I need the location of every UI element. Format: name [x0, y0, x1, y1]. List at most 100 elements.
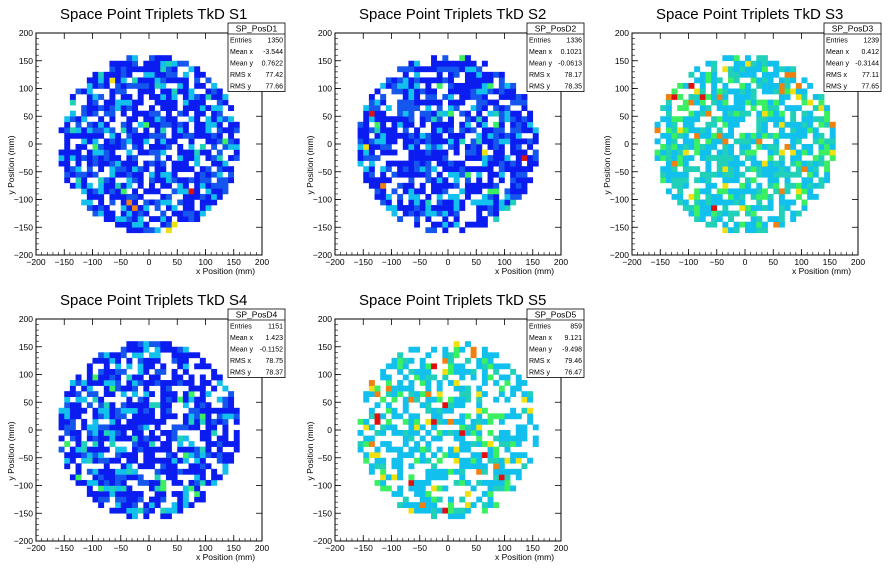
heatmap-bin — [493, 210, 500, 217]
heatmap-bin — [149, 66, 155, 73]
heatmap-bin — [69, 413, 76, 420]
stats-name: SP_PosD4 — [236, 310, 278, 320]
heatmap-bin — [374, 457, 381, 464]
heatmap-bin — [182, 160, 189, 167]
heatmap-bin — [86, 374, 93, 381]
heatmap-bin — [790, 132, 797, 139]
heatmap-bin — [419, 491, 426, 497]
heatmap-bin — [515, 177, 522, 184]
heatmap-bin — [728, 149, 734, 156]
heatmap-bin — [58, 446, 65, 453]
heatmap-bin — [745, 88, 751, 95]
heatmap-bin — [733, 166, 740, 173]
heatmap-bin — [436, 155, 443, 161]
heatmap-bin — [380, 457, 387, 464]
heatmap-bin — [682, 121, 689, 128]
heatmap-bin — [160, 496, 167, 503]
heatmap-bin — [188, 210, 195, 217]
heatmap-bin — [75, 430, 82, 436]
heatmap-bin — [448, 363, 454, 370]
y-tick-label: 200 — [19, 314, 33, 324]
heatmap-bin — [132, 452, 138, 459]
heatmap-bin — [154, 199, 161, 206]
heatmap-bin — [750, 60, 757, 67]
heatmap-bin — [374, 132, 381, 139]
heatmap-bin — [464, 166, 471, 173]
heatmap-bin — [182, 99, 189, 106]
heatmap-bin — [75, 182, 82, 189]
heatmap-bin — [660, 177, 667, 184]
heatmap-bin — [705, 105, 712, 111]
y-axis-label: y Position (mm) — [6, 135, 16, 194]
heatmap-bin — [671, 121, 678, 128]
heatmap-bin — [408, 105, 415, 111]
x-tick-label: 150 — [526, 257, 540, 267]
heatmap-bin — [92, 193, 99, 200]
heatmap-bin — [120, 71, 127, 78]
heatmap-bin — [126, 496, 133, 503]
heatmap-bin — [464, 171, 471, 178]
heatmap-bin — [521, 127, 528, 134]
heatmap-bin — [194, 352, 201, 359]
heatmap-bin — [767, 71, 774, 78]
heatmap-bin — [64, 430, 71, 436]
heatmap-bin — [149, 374, 155, 381]
heatmap-bin — [86, 138, 93, 145]
heatmap-bin — [81, 88, 88, 95]
heatmap-bin — [177, 374, 184, 381]
heatmap-bin — [385, 149, 392, 156]
heatmap-bin — [75, 380, 82, 386]
heatmap-bin — [688, 155, 695, 161]
heatmap-bin — [487, 446, 494, 453]
heatmap-bin — [64, 402, 71, 409]
heatmap-bin — [216, 88, 223, 95]
heatmap-bin — [171, 413, 178, 420]
heatmap-bin — [453, 160, 460, 167]
heatmap-bin — [493, 463, 500, 470]
heatmap-bin — [165, 457, 172, 464]
heatmap-bin — [126, 221, 133, 228]
heatmap-bin — [154, 374, 161, 381]
stats-label: Mean y — [529, 347, 552, 354]
heatmap-bin — [448, 171, 454, 178]
heatmap-bin — [448, 105, 454, 111]
heatmap-bin — [374, 177, 381, 184]
heatmap-bin — [160, 446, 167, 453]
heatmap-bin — [425, 457, 432, 464]
heatmap-bin — [154, 110, 161, 117]
heatmap-bin — [154, 188, 161, 195]
heatmap-bin — [487, 99, 494, 106]
heatmap-bin — [402, 110, 409, 117]
heatmap-bin — [368, 94, 375, 100]
heatmap-bin — [211, 121, 218, 128]
y-tick-label: 100 — [318, 84, 332, 94]
heatmap-bin — [784, 66, 791, 73]
heatmap-bin — [368, 110, 375, 117]
heatmap-bin — [194, 463, 201, 470]
heatmap-bin — [211, 418, 218, 425]
heatmap-bin — [143, 149, 150, 156]
heatmap-bin — [654, 127, 661, 134]
heatmap-bin — [126, 199, 133, 206]
heatmap-bin — [380, 121, 387, 128]
heatmap-bin — [363, 116, 370, 123]
heatmap-bin — [784, 132, 791, 139]
heatmap-bin — [722, 221, 729, 228]
x-tick-label: 200 — [554, 543, 568, 553]
heatmap-bin — [171, 424, 178, 431]
heatmap-bin — [115, 66, 122, 73]
heatmap-bin — [716, 88, 723, 95]
heatmap-bin — [165, 507, 172, 514]
heatmap-bin — [115, 352, 122, 359]
heatmap-bin — [171, 177, 178, 184]
heatmap-bin — [425, 155, 432, 161]
heatmap-bin — [436, 474, 443, 481]
heatmap-bin — [778, 199, 785, 206]
heatmap-bin — [801, 160, 808, 167]
heatmap-bin — [154, 380, 161, 386]
heatmap-bin — [790, 127, 797, 134]
heatmap-bin — [194, 496, 201, 503]
heatmap-bin — [425, 94, 432, 100]
heatmap-bin — [464, 110, 471, 117]
heatmap-bin — [778, 160, 785, 167]
